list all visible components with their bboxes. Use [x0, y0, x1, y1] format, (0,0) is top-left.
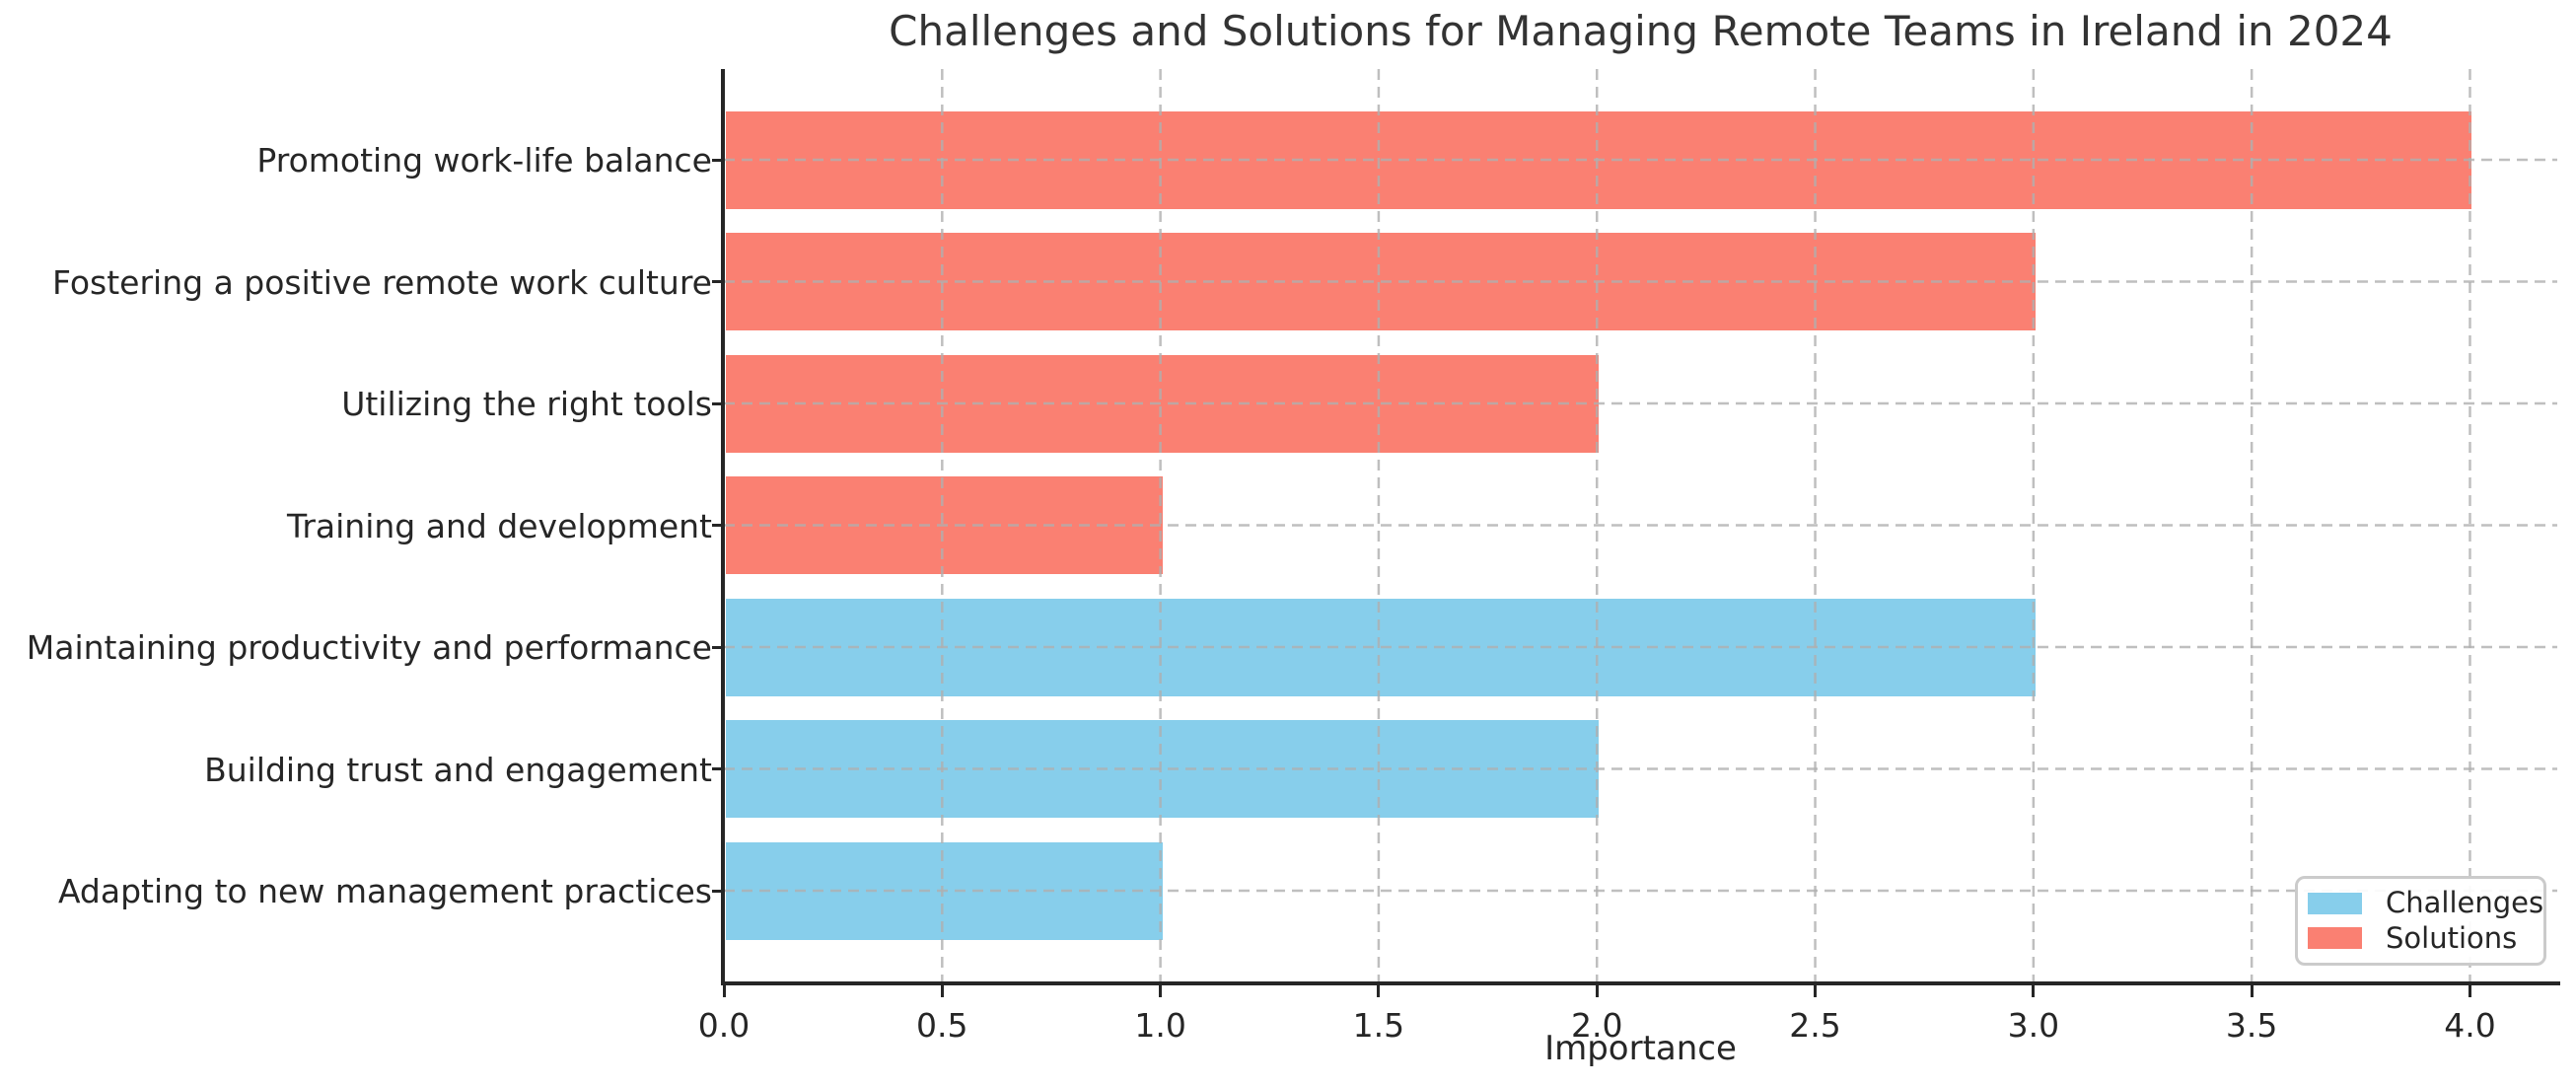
y-tick-mark-2: [712, 280, 723, 283]
category-label-6: Building trust and engagement: [204, 750, 712, 789]
x-tick-mark-1.5: [1377, 983, 1381, 997]
x-tick-label-3.0: 3.0: [2007, 1006, 2060, 1045]
x-tick-label-1.5: 1.5: [1352, 1006, 1405, 1045]
x-tick-label-3.5: 3.5: [2225, 1006, 2278, 1045]
category-label-1: Promoting work-life balance: [256, 141, 712, 180]
x-tick-label-4.0: 4.0: [2444, 1006, 2496, 1045]
category-label-2: Fostering a positive remote work culture: [52, 262, 712, 302]
category-label-5: Maintaining productivity and performance: [26, 628, 712, 667]
legend-swatch-icon: [2308, 927, 2362, 950]
x-tick-mark-3.5: [2250, 983, 2254, 997]
x-tick-mark-0.0: [722, 983, 726, 997]
bar-1: [726, 110, 2472, 209]
x-tick-mark-2.0: [1595, 983, 1599, 997]
bar-2: [726, 233, 2036, 330]
bar-3: [726, 354, 1600, 453]
bar-7: [726, 841, 1163, 940]
legend-entry-challenges: Challenges: [2308, 889, 2543, 917]
y-tick-mark-3: [712, 401, 723, 405]
chart-title: Challenges and Solutions for Managing Re…: [889, 7, 2393, 55]
legend-label: Challenges: [2386, 886, 2544, 920]
y-tick-mark-5: [712, 645, 723, 649]
legend-swatch-icon: [2308, 892, 2362, 914]
legend-entry-solutions: Solutions: [2308, 920, 2534, 955]
bar-4: [726, 476, 1163, 574]
y-tick-mark-4: [712, 524, 723, 527]
category-label-3: Utilizing the right tools: [341, 385, 712, 423]
y-axis-spine: [721, 69, 725, 985]
category-label-7: Adapting to new management practices: [57, 872, 712, 910]
y-tick-mark-1: [712, 158, 723, 162]
x-tick-label-2.0: 2.0: [1570, 1006, 1623, 1045]
bar-5: [726, 598, 2036, 696]
x-tick-mark-1.0: [1159, 983, 1163, 997]
x-tick-label-0.0: 0.0: [697, 1006, 751, 1045]
bar-6: [726, 720, 1600, 818]
x-axis-label: Importance: [1544, 1029, 1737, 1068]
x-tick-label-0.5: 0.5: [916, 1006, 968, 1045]
x-tick-label-2.5: 2.5: [1789, 1006, 1841, 1045]
x-tick-label-1.0: 1.0: [1134, 1006, 1186, 1045]
x-tick-mark-4.0: [2468, 983, 2471, 997]
x-tick-mark-2.5: [1814, 983, 1818, 997]
x-tick-mark-3.0: [2032, 983, 2036, 997]
x-tick-mark-0.5: [940, 983, 944, 997]
bars-layer: [724, 69, 2557, 981]
x-axis-spine: [721, 981, 2560, 985]
category-label-4: Training and development: [287, 506, 712, 545]
y-tick-mark-6: [712, 767, 723, 770]
legend: Challenges Solutions: [2295, 876, 2546, 966]
y-tick-mark-7: [712, 889, 723, 893]
legend-label: Solutions: [2386, 920, 2518, 955]
plot-area: [724, 69, 2557, 981]
